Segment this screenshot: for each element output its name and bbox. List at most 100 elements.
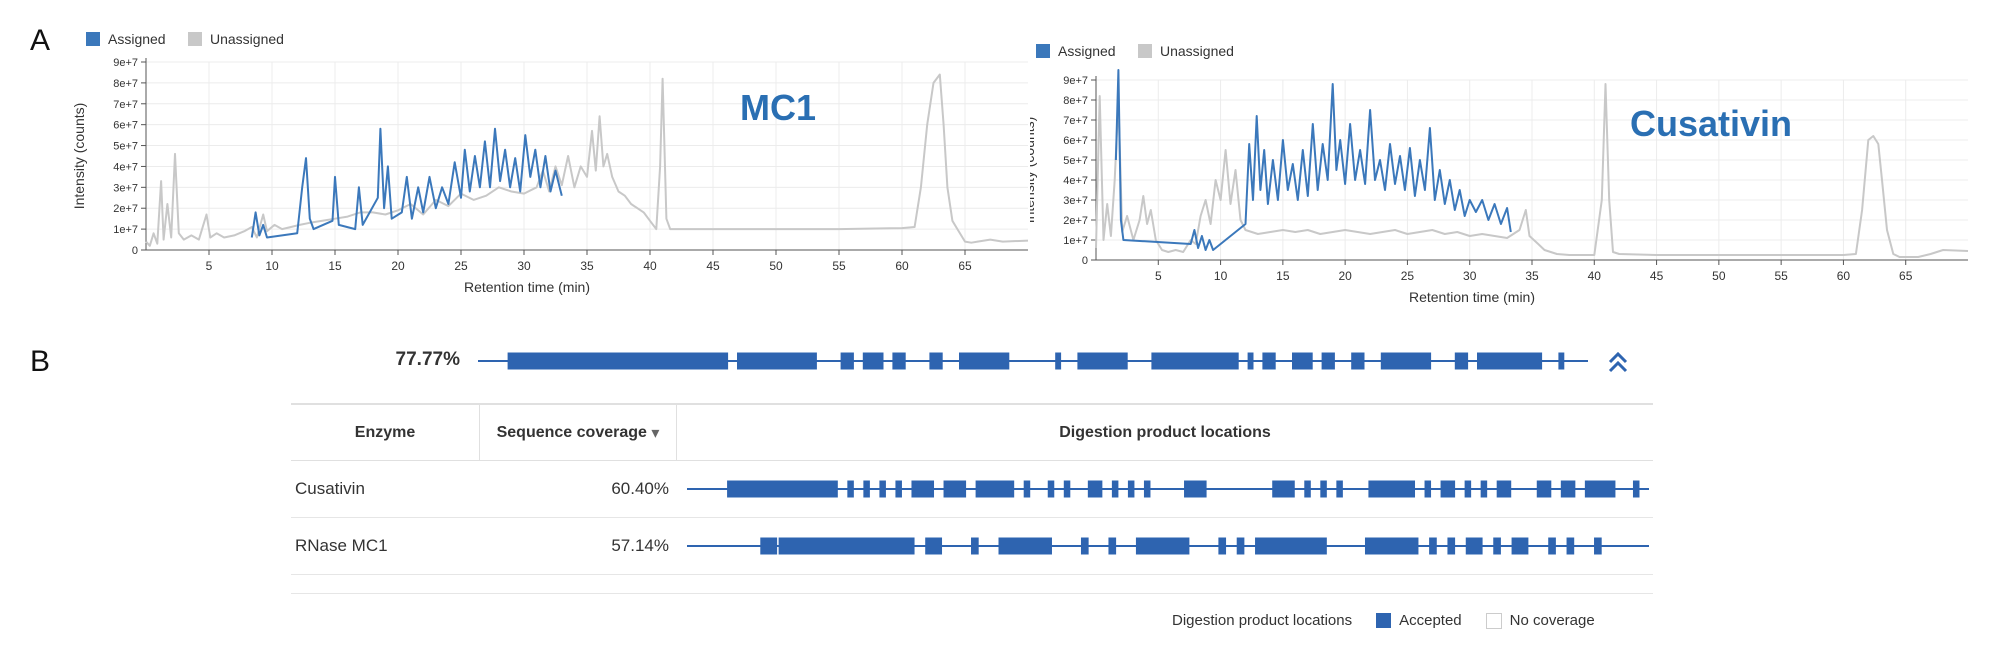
- legend-swatch: [1036, 44, 1050, 58]
- coverage-segment: [1477, 352, 1543, 370]
- coverage-segment: [925, 537, 943, 555]
- coverage-segment: [847, 480, 854, 498]
- coverage-segment: [943, 480, 967, 498]
- x-tick-label: 30: [517, 259, 531, 273]
- coverage-segment: [892, 352, 906, 370]
- x-tick-label: 40: [1588, 269, 1602, 283]
- legend-swatch: [1138, 44, 1152, 58]
- coverage-segment: [1454, 352, 1469, 370]
- x-tick-label: 65: [1899, 269, 1913, 283]
- coverage-segment: [1493, 537, 1501, 555]
- coverage-segment: [1351, 352, 1365, 370]
- coverage-segment: [1320, 480, 1327, 498]
- y-tick-label: 8e+7: [1063, 95, 1088, 107]
- header-digestion-locations[interactable]: Digestion product locations: [1059, 423, 1271, 441]
- legend-label: Assigned: [108, 31, 166, 47]
- coverage-segment: [1108, 537, 1117, 555]
- coverage-segment: [1135, 537, 1190, 555]
- x-tick-label: 25: [1401, 269, 1415, 283]
- coverage-segment: [1496, 480, 1512, 498]
- coverage-segment: [1511, 537, 1529, 555]
- x-tick-label: 45: [706, 259, 720, 273]
- y-axis-label: Intensity (counts): [1030, 117, 1037, 224]
- coverage-segment: [1424, 480, 1432, 498]
- collapse-chevron-icon[interactable]: [1607, 350, 1629, 374]
- digestion-legend-title: Digestion product locations: [1172, 612, 1353, 629]
- x-tick-label: 10: [1214, 269, 1228, 283]
- table-row[interactable]: RNase MC1 57.14%: [291, 518, 1653, 575]
- legend-swatch: [86, 32, 100, 46]
- coverage-segment: [1429, 537, 1437, 555]
- coverage-segment: [895, 480, 902, 498]
- x-tick-label: 60: [895, 259, 909, 273]
- chart-title: MC1: [740, 87, 816, 128]
- coverage-segment: [863, 480, 870, 498]
- y-tick-label: 1e+7: [113, 224, 138, 236]
- total-coverage-bar: [478, 352, 1588, 370]
- coverage-segment: [1548, 537, 1556, 555]
- coverage-segment: [1151, 352, 1239, 370]
- coverage-segment: [1440, 480, 1456, 498]
- no-coverage-swatch: [1485, 612, 1502, 629]
- coverage-segment: [1111, 480, 1119, 498]
- coverage-segment: [959, 352, 1010, 370]
- x-tick-label: 30: [1463, 269, 1477, 283]
- table-footer-divider: [291, 575, 1653, 594]
- digestion-location-bar: [687, 537, 1649, 555]
- legend-label: Unassigned: [1160, 43, 1234, 59]
- table-row[interactable]: Cusativin 60.40%: [291, 461, 1653, 518]
- y-axis-label: Intensity (counts): [71, 103, 87, 210]
- coverage-segment: [1304, 480, 1311, 498]
- accepted-swatch: [1376, 613, 1392, 628]
- panel-label-b: B: [30, 345, 51, 378]
- coverage-segment: [1464, 480, 1472, 498]
- x-tick-label: 55: [832, 259, 846, 273]
- coverage-segment: [1632, 480, 1640, 498]
- coverage-segment: [1321, 352, 1335, 370]
- coverage-segment: [1055, 352, 1062, 370]
- coverage-segment: [1558, 352, 1565, 370]
- coverage-segment: [737, 352, 817, 370]
- x-tick-label: 20: [391, 259, 405, 273]
- legend-label: Assigned: [1058, 43, 1116, 59]
- x-tick-label: 25: [454, 259, 468, 273]
- y-tick-label: 4e+7: [113, 161, 138, 173]
- legend-label: Unassigned: [210, 31, 284, 47]
- y-tick-label: 3e+7: [1063, 195, 1088, 207]
- y-tick-label: 2e+7: [1063, 215, 1088, 227]
- x-tick-label: 5: [1155, 269, 1162, 283]
- coverage-segment: [971, 537, 979, 555]
- y-tick-label: 8e+7: [113, 78, 138, 90]
- y-tick-label: 7e+7: [113, 99, 138, 111]
- x-tick-label: 10: [265, 259, 279, 273]
- enzyme-coverage-table: Enzyme Sequence coverage ▾ Digestion pro…: [291, 403, 1653, 594]
- series-assigned-line: [250, 127, 563, 239]
- coverage-segment: [1480, 480, 1488, 498]
- coverage-segment: [1023, 480, 1031, 498]
- coverage-segment: [1465, 537, 1483, 555]
- coverage-segment: [975, 480, 1015, 498]
- coverage-segment: [1272, 480, 1295, 498]
- header-enzyme[interactable]: Enzyme: [291, 405, 480, 460]
- row-coverage: 57.14%: [611, 536, 669, 555]
- series-assigned-line: [1114, 69, 1512, 251]
- coverage-segment: [778, 537, 915, 555]
- coverage-segment: [911, 480, 935, 498]
- digestion-location-bar: [687, 480, 1649, 498]
- coverage-segment: [1077, 352, 1128, 370]
- coverage-segment: [1218, 537, 1227, 555]
- accepted-label: Accepted: [1399, 612, 1462, 629]
- digestion-legend: Digestion product locations Accepted No …: [1172, 612, 1595, 629]
- coverage-segment: [727, 480, 838, 498]
- coverage-segment: [1536, 480, 1552, 498]
- coverage-segment: [840, 352, 854, 370]
- y-tick-label: 0: [1082, 255, 1088, 267]
- coverage-segment: [1236, 537, 1245, 555]
- coverage-segment: [507, 352, 729, 370]
- header-sequence-coverage[interactable]: Sequence coverage ▾: [480, 405, 677, 460]
- coverage-segment: [929, 352, 943, 370]
- coverage-segment: [998, 537, 1052, 555]
- y-tick-label: 7e+7: [1063, 115, 1088, 127]
- coverage-segment: [760, 537, 778, 555]
- coverage-segment: [1127, 480, 1135, 498]
